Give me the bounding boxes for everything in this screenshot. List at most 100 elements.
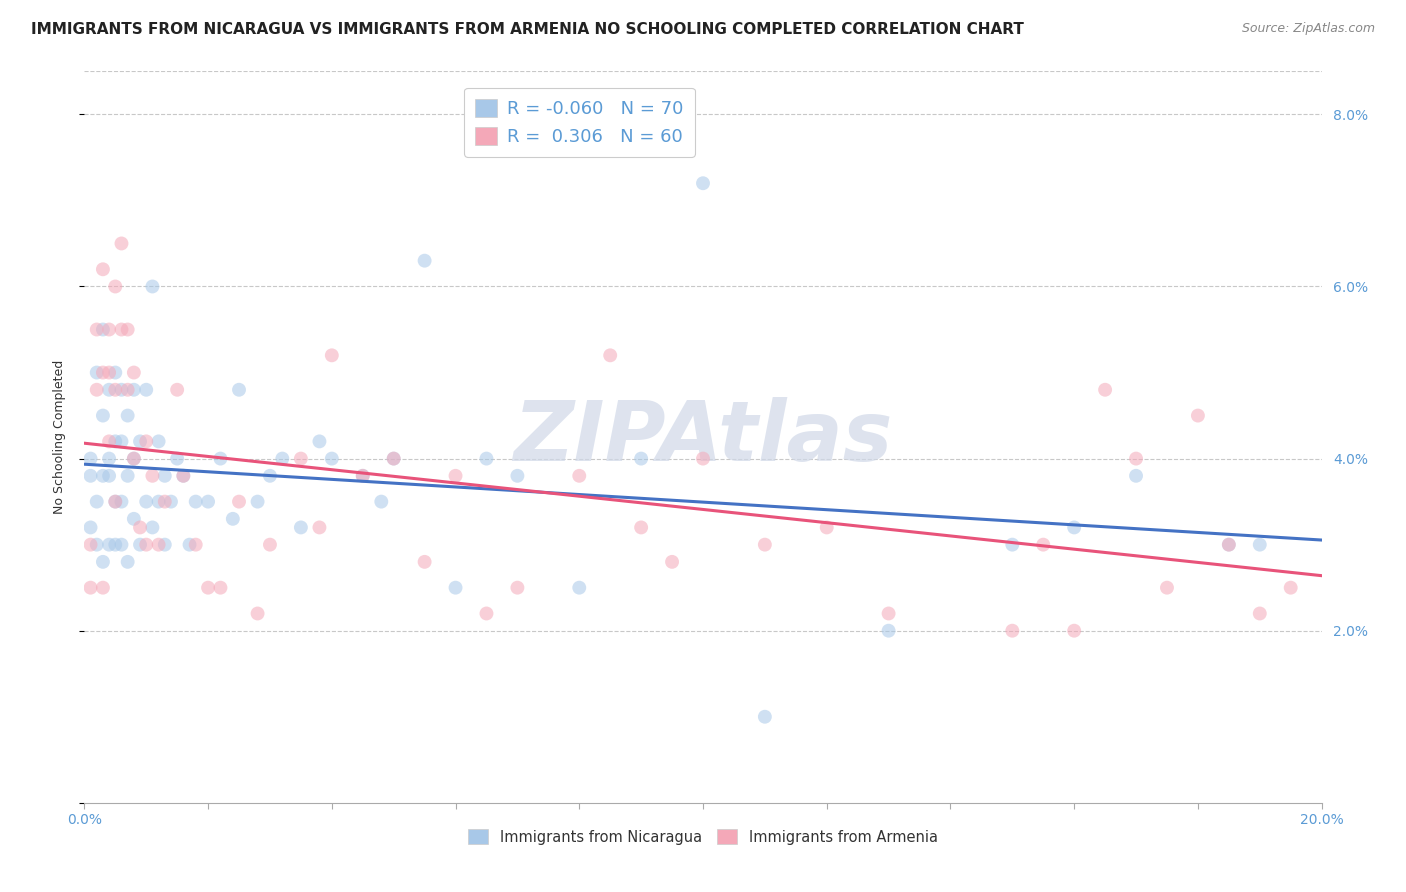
Point xyxy=(246,494,269,508)
Point xyxy=(209,451,232,466)
Point xyxy=(308,434,330,449)
Point xyxy=(197,581,219,595)
Point xyxy=(692,176,714,190)
Point xyxy=(122,512,145,526)
Point xyxy=(98,366,121,380)
Point xyxy=(179,538,201,552)
Point xyxy=(166,451,188,466)
Point xyxy=(630,451,652,466)
Point xyxy=(506,581,529,595)
Point xyxy=(86,494,108,508)
Point xyxy=(815,520,838,534)
Point xyxy=(86,538,108,552)
Point xyxy=(110,538,132,552)
Point xyxy=(321,348,343,362)
Point xyxy=(148,538,170,552)
Point xyxy=(259,468,281,483)
Point xyxy=(661,555,683,569)
Point xyxy=(79,520,101,534)
Point xyxy=(91,555,114,569)
Point xyxy=(1063,520,1085,534)
Point xyxy=(228,383,250,397)
Point xyxy=(877,607,900,621)
Point xyxy=(153,468,176,483)
Point xyxy=(692,451,714,466)
Point xyxy=(79,451,101,466)
Point xyxy=(110,383,132,397)
Point xyxy=(222,512,245,526)
Point xyxy=(129,520,152,534)
Point xyxy=(160,494,183,508)
Point xyxy=(110,236,132,251)
Point xyxy=(117,383,139,397)
Point xyxy=(197,494,219,508)
Point xyxy=(568,581,591,595)
Point xyxy=(117,409,139,423)
Point xyxy=(129,434,152,449)
Point xyxy=(79,468,101,483)
Point xyxy=(91,581,114,595)
Point xyxy=(122,383,145,397)
Point xyxy=(172,468,194,483)
Point xyxy=(153,538,176,552)
Point xyxy=(1063,624,1085,638)
Point xyxy=(104,279,127,293)
Point xyxy=(98,434,121,449)
Point xyxy=(308,520,330,534)
Point xyxy=(1249,607,1271,621)
Point xyxy=(148,434,170,449)
Point xyxy=(1032,538,1054,552)
Point xyxy=(122,451,145,466)
Point xyxy=(79,581,101,595)
Point xyxy=(754,710,776,724)
Point xyxy=(135,538,157,552)
Point xyxy=(370,494,392,508)
Point xyxy=(184,494,207,508)
Point xyxy=(86,322,108,336)
Point xyxy=(568,468,591,483)
Point xyxy=(98,322,121,336)
Point xyxy=(209,581,232,595)
Point xyxy=(444,581,467,595)
Point xyxy=(104,538,127,552)
Point xyxy=(135,434,157,449)
Point xyxy=(141,468,163,483)
Point xyxy=(228,494,250,508)
Point xyxy=(91,468,114,483)
Point xyxy=(599,348,621,362)
Legend: Immigrants from Nicaragua, Immigrants from Armenia: Immigrants from Nicaragua, Immigrants fr… xyxy=(463,823,943,850)
Point xyxy=(104,494,127,508)
Point xyxy=(86,366,108,380)
Point xyxy=(1279,581,1302,595)
Point xyxy=(122,366,145,380)
Point xyxy=(321,451,343,466)
Point xyxy=(1001,624,1024,638)
Point xyxy=(122,451,145,466)
Point xyxy=(104,366,127,380)
Point xyxy=(79,538,101,552)
Point xyxy=(141,279,163,293)
Point xyxy=(1218,538,1240,552)
Point xyxy=(148,494,170,508)
Point xyxy=(117,322,139,336)
Point xyxy=(141,520,163,534)
Point xyxy=(352,468,374,483)
Point xyxy=(290,451,312,466)
Text: IMMIGRANTS FROM NICARAGUA VS IMMIGRANTS FROM ARMENIA NO SCHOOLING COMPLETED CORR: IMMIGRANTS FROM NICARAGUA VS IMMIGRANTS … xyxy=(31,22,1024,37)
Point xyxy=(153,494,176,508)
Point xyxy=(475,451,498,466)
Point xyxy=(1249,538,1271,552)
Point xyxy=(86,383,108,397)
Point xyxy=(104,383,127,397)
Point xyxy=(382,451,405,466)
Point xyxy=(1187,409,1209,423)
Point xyxy=(1094,383,1116,397)
Point xyxy=(1001,538,1024,552)
Point xyxy=(1156,581,1178,595)
Point xyxy=(129,538,152,552)
Point xyxy=(259,538,281,552)
Point xyxy=(98,383,121,397)
Point xyxy=(246,607,269,621)
Point xyxy=(98,451,121,466)
Point xyxy=(98,538,121,552)
